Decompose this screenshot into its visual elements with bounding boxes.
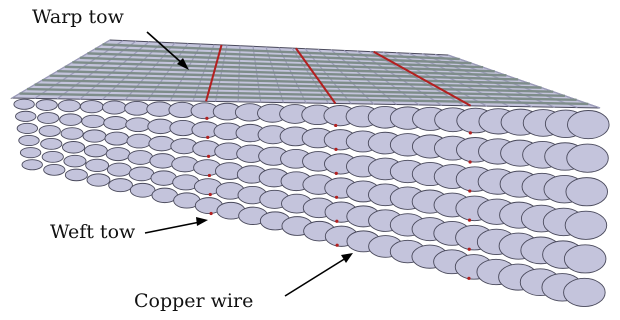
weft-tow-end [18,134,40,147]
warp-tow-arrow [146,31,189,70]
weft-tow-end [127,150,154,165]
weft-tow-end [126,133,153,149]
weft-tow-end [15,110,37,122]
weft-tow-end [63,154,87,168]
weft-crossing [34,83,565,97]
copper-wire-end [334,123,338,128]
weft-tow-end [64,168,88,182]
copper-wire-end [335,219,339,223]
weft-crossing [57,70,530,85]
weft-tow-end [82,129,107,143]
copper-wire-arrow [284,253,353,297]
weft-tow-end [129,182,156,198]
weft-tow-end [21,159,43,171]
copper-wire-end [334,147,338,151]
weft-tow-end [81,114,106,128]
weft-tow-arrow [144,217,208,234]
copper-wire-end [207,173,212,178]
copper-wire-end [206,135,210,139]
weft-crossing [19,92,589,106]
weft-tow-end [146,101,173,117]
weft-tow-end [57,99,81,113]
weft-tow-end [567,110,610,140]
weft-tow-end [105,147,131,162]
copper-wire-end [334,195,339,199]
weft-tow-end [19,147,42,159]
weft-tow-end [564,210,608,240]
weft-crossing [102,43,460,61]
weft-tow-end [86,173,111,187]
weft-tow-end [106,162,132,177]
weft-tow-end [124,100,150,116]
copper-wire-end [467,276,471,280]
copper-wire-end [467,247,471,251]
copper-wire-end [206,154,211,159]
weft-crossing [72,61,507,77]
weft-tow-end [43,163,66,176]
weft-tow-end [16,122,39,134]
copper-wire [373,50,472,107]
weft-tow-end [102,100,127,115]
weft-crossing [64,65,519,81]
weft-tow-end [37,112,60,124]
woven-fabric [10,39,610,307]
weft-tow-end [83,144,108,158]
weft-tow-end [148,135,175,152]
copper-wire-end [335,243,339,247]
copper-wire [205,44,223,102]
weft-tow-end [565,177,608,207]
warp-tow-label: Warp tow [32,6,124,28]
weft-tow-end [79,100,104,114]
weft-tow-label: Weft tow [50,221,136,243]
weft-tow-end [35,99,58,111]
weft-crossing [87,52,484,69]
copper-wire-end [334,171,338,175]
copper-wire-end [205,116,209,120]
weft-tow-end [40,138,63,150]
copper-wire [295,47,337,105]
weft-tow-end [104,131,130,146]
weft-tow-end [59,113,83,126]
weft-tow-end [41,150,64,163]
weft-tow-end [128,166,155,182]
weft-tow-end [563,244,607,274]
weft-tow-end [125,117,151,133]
weft-tow-end [85,158,110,172]
weft-tow-end [13,98,35,110]
copper-wire-end [468,160,472,164]
copper-wire-end [467,218,472,222]
weft-tow-end [566,143,609,173]
copper-wire-label: Copper wire [134,290,254,312]
weft-crossing [94,47,472,65]
weft-tow-end [147,118,174,135]
weft-tow-end [563,277,606,307]
weft-tow-end [103,116,128,131]
weft-tow-end [60,127,84,140]
weft-crossing [49,74,542,89]
copper-wire-end [468,131,472,135]
weft-crossing [42,78,554,93]
copper-wire-end [209,211,213,216]
weft-tow-end [38,125,61,137]
weft-crossing [27,87,577,102]
copper-wire-end [208,192,212,197]
weft-tow-end [62,141,86,154]
copper-wire-end [468,189,472,193]
weft-crossing [79,56,495,73]
weft-tow-end [108,178,133,193]
